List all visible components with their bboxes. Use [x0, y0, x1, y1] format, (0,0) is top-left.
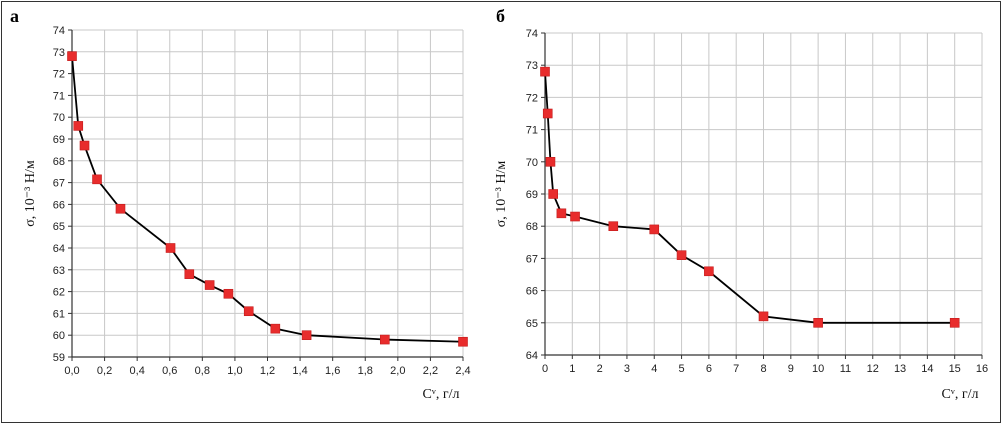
chart0-data-point: [379, 334, 390, 345]
chart0-data-point: [115, 203, 126, 214]
chart1-x-tick-label: 10: [812, 363, 824, 375]
chart0-y-tick-label: 60: [53, 330, 65, 342]
chart0-x-tick-label: 1,6: [325, 365, 340, 377]
chart1-x-tick-label: 1: [569, 363, 575, 375]
chart1-y-tick-label: 66: [526, 286, 538, 298]
chart1-x-tick-label: 3: [624, 363, 630, 375]
chart0-x-tick-label: 1,8: [358, 365, 373, 377]
chart1-data-point: [758, 311, 769, 322]
chart1-y-tick-label: 67: [526, 253, 538, 265]
chart1-y-tick-label: 71: [526, 125, 538, 137]
chart0-y-tick-label: 66: [53, 199, 65, 211]
chart1-x-tick-label: 13: [894, 363, 906, 375]
chart1-data-point: [548, 189, 558, 199]
chart0-y-tick-label: 62: [53, 287, 65, 299]
chart0-y-tick-label: 65: [53, 221, 65, 233]
chart0-data-point: [223, 288, 234, 299]
chart1-y-tick-label: 70: [526, 157, 538, 169]
chart0-y-tick-label: 71: [53, 90, 65, 102]
chart0-data-point: [184, 269, 195, 279]
chart1-y-axis-title: σ, 10⁻³ Н/м: [494, 161, 509, 228]
chart1-x-tick-label: 12: [867, 363, 879, 375]
chart1-x-tick-label: 4: [651, 363, 657, 375]
chart0-x-tick-label: 1,2: [260, 365, 275, 377]
chart0-data-point: [458, 336, 468, 347]
chart1-data-point: [545, 157, 556, 167]
chart0-data-point: [92, 174, 102, 185]
chart0-data-point: [270, 323, 281, 334]
chart1-x-tick-label: 15: [949, 363, 961, 375]
chart1-x-tick-label: 14: [921, 363, 933, 375]
chart0-y-tick-label: 64: [53, 243, 65, 255]
chart0-x-tick-label: 2,2: [423, 365, 438, 377]
chart0-y-tick-label: 61: [53, 308, 65, 320]
chart0-data-point: [79, 140, 90, 151]
chart1-x-tick-label: 6: [706, 363, 712, 375]
chart0-y-tick-label: 59: [53, 352, 65, 364]
chart1-x-tick-label: 2: [597, 363, 603, 375]
chart1-x-tick-label: 8: [760, 363, 766, 375]
chart1-y-tick-label: 74: [526, 28, 538, 40]
chart1-x-tick-label: 11: [840, 363, 851, 375]
chart1-x-tick-label: 9: [788, 363, 794, 375]
chart1-x-tick-label: 0: [542, 363, 548, 375]
chart0-y-tick-label: 63: [53, 265, 65, 277]
chart0-data-point: [67, 51, 77, 61]
chart1-x-tick-label: 16: [976, 363, 988, 375]
chart1-y-tick-label: 72: [526, 92, 538, 104]
chart0-x-tick-label: 1,4: [292, 365, 307, 377]
chart1-x-tick-label: 5: [679, 363, 685, 375]
chart0-y-tick-label: 73: [53, 47, 65, 59]
chart0-data-point: [73, 121, 84, 131]
chart1-data-point: [676, 250, 687, 260]
chart1-y-tick-label: 69: [526, 189, 538, 201]
chart1-data-point: [608, 221, 619, 231]
chart1-y-tick-label: 65: [526, 318, 538, 330]
chart1-data-point: [542, 108, 553, 119]
chart1-y-tick-label: 68: [526, 221, 538, 233]
chart0-data-point: [204, 280, 215, 290]
chart1-data-point: [949, 317, 960, 328]
chart0-data-point: [243, 306, 254, 317]
chart1-data-point: [570, 211, 580, 222]
chart1-y-tick-label: 73: [526, 60, 538, 72]
chart1-data-point: [556, 208, 567, 219]
panel-label-b: б: [496, 6, 505, 26]
chart0-y-tick-label: 74: [53, 25, 65, 37]
chart0-x-tick-label: 0,2: [97, 365, 112, 377]
chart0-y-tick-label: 72: [53, 69, 65, 81]
chart0-y-tick-label: 69: [53, 134, 65, 146]
chart1-data-point: [813, 317, 823, 328]
chart0-data-point: [301, 330, 312, 341]
panel-label-a: а: [10, 6, 19, 26]
chart1-x-axis-title: Cᵛ, г/л: [941, 387, 978, 402]
chart0-series-line: [71, 56, 464, 343]
chart0-data-point: [165, 243, 176, 253]
chart0-x-tick-label: 0,6: [162, 365, 177, 377]
chart0-x-tick-label: 0,4: [130, 365, 145, 377]
chart1-data-point: [540, 66, 550, 77]
chart0-x-tick-label: 2,0: [390, 365, 405, 377]
chart0-x-tick-label: 0,8: [195, 365, 210, 377]
chart0-y-tick-label: 70: [53, 112, 65, 124]
chart0-x-tick-label: 0,0: [64, 365, 79, 377]
chart1-data-point: [704, 266, 714, 277]
chart0-x-axis-title: Cᵛ, г/л: [422, 387, 459, 402]
chart0-y-tick-label: 68: [53, 156, 65, 168]
chart0-x-tick-label: 1,0: [227, 365, 242, 377]
chart0-y-tick-label: 67: [53, 178, 65, 190]
chart0-x-tick-label: 2,4: [455, 365, 470, 377]
chart1-y-tick-label: 64: [526, 350, 538, 362]
chart1-data-point: [649, 224, 660, 235]
chart1-x-tick-label: 7: [733, 363, 739, 375]
chart0-y-axis-title: σ, 10⁻³ Н/м: [23, 160, 38, 227]
